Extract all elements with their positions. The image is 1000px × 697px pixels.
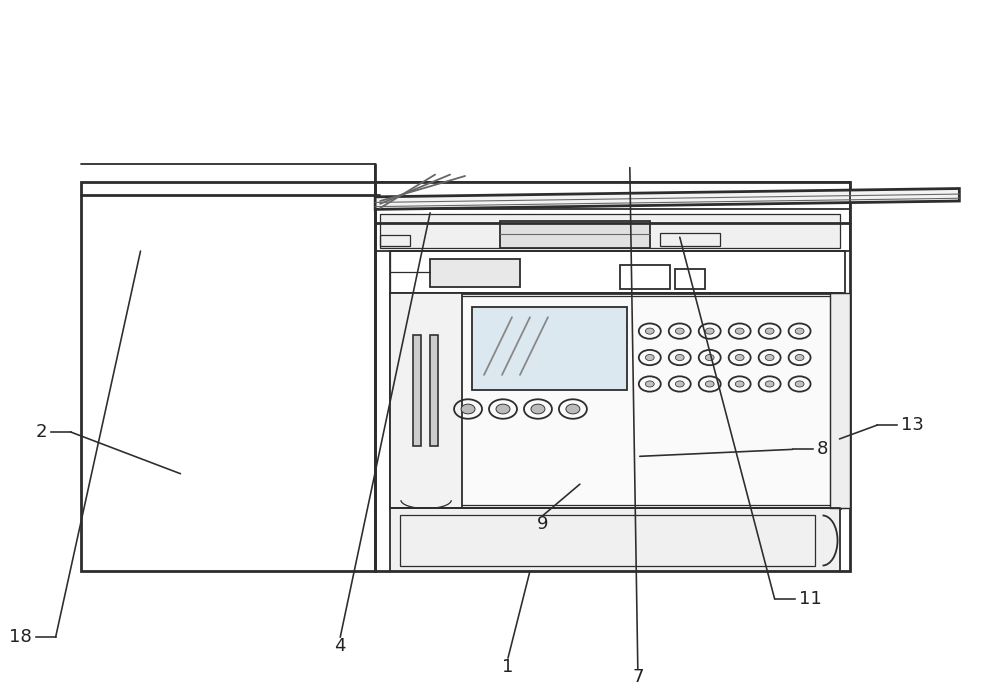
Circle shape (705, 381, 714, 387)
Bar (430, 259, 520, 287)
Circle shape (531, 404, 545, 414)
Bar (390, 293, 462, 509)
Bar (430, 335, 438, 446)
Bar (81, 181, 375, 571)
Bar (400, 516, 815, 565)
Circle shape (735, 355, 744, 360)
Circle shape (461, 404, 475, 414)
Bar (830, 293, 850, 509)
Text: 1: 1 (502, 658, 514, 676)
Circle shape (675, 355, 684, 360)
Bar (395, 296, 835, 505)
Text: 13: 13 (901, 416, 924, 434)
Bar (390, 293, 840, 509)
Text: 18: 18 (9, 628, 32, 646)
Bar (380, 235, 410, 245)
Circle shape (675, 381, 684, 387)
Circle shape (765, 355, 774, 360)
Circle shape (765, 381, 774, 387)
Circle shape (765, 328, 774, 334)
Bar (620, 265, 670, 289)
Text: 9: 9 (537, 516, 549, 533)
Circle shape (795, 355, 804, 360)
Bar (500, 221, 650, 247)
Bar (380, 214, 840, 247)
Circle shape (795, 328, 804, 334)
Bar (472, 307, 627, 390)
Bar (413, 335, 421, 446)
Circle shape (496, 404, 510, 414)
Circle shape (705, 355, 714, 360)
Bar (375, 209, 850, 251)
Text: 7: 7 (632, 668, 644, 687)
Bar (390, 509, 840, 571)
Circle shape (735, 328, 744, 334)
Circle shape (795, 381, 804, 387)
Bar (375, 181, 850, 571)
Circle shape (645, 328, 654, 334)
Bar (675, 268, 705, 289)
Text: 4: 4 (334, 637, 346, 655)
Polygon shape (375, 188, 959, 209)
Bar (660, 233, 720, 245)
Circle shape (645, 355, 654, 360)
Circle shape (645, 381, 654, 387)
Circle shape (735, 381, 744, 387)
Circle shape (705, 328, 714, 334)
Text: 11: 11 (799, 590, 821, 608)
Circle shape (566, 404, 580, 414)
Circle shape (675, 328, 684, 334)
Bar (390, 251, 845, 293)
Text: 2: 2 (35, 423, 47, 441)
Text: 8: 8 (817, 441, 828, 459)
